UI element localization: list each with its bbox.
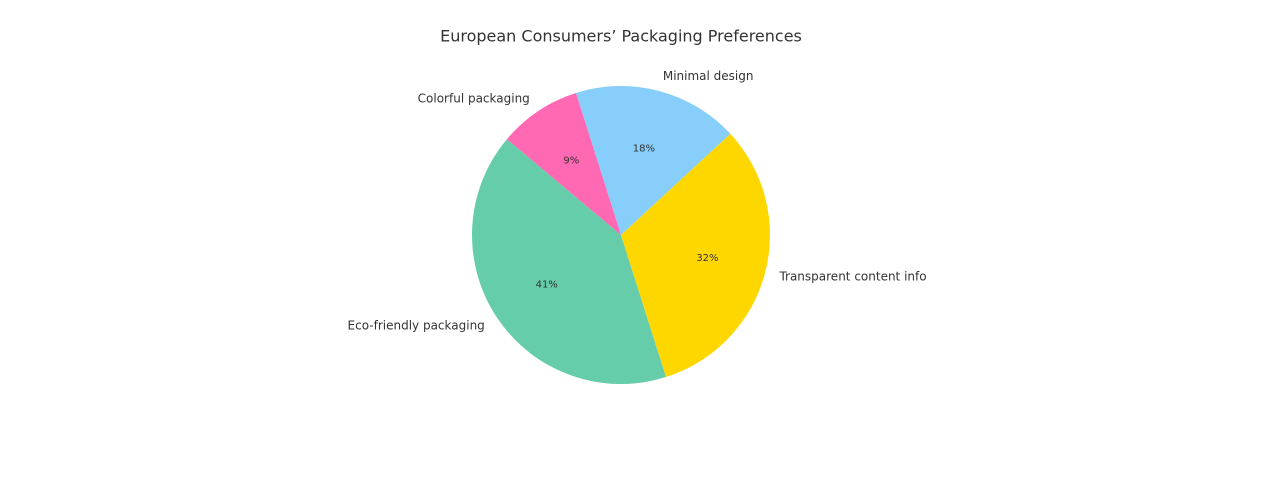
pie-slice [621, 133, 770, 378]
slice-label: Transparent content info [778, 269, 926, 283]
pie-slice [506, 92, 621, 235]
slice-label: Colorful packaging [418, 91, 530, 105]
chart-title: European Consumers’ Packaging Preference… [440, 27, 802, 46]
percent-label: 41% [536, 280, 558, 291]
percent-label: 32% [696, 253, 718, 264]
percent-label: 9% [563, 156, 579, 167]
pie-slice [471, 139, 667, 385]
slice-label: Minimal design [663, 69, 754, 83]
slice-label: Eco-friendly packaging [348, 319, 485, 333]
pie-slice [575, 86, 731, 235]
percent-label: 18% [633, 144, 655, 155]
